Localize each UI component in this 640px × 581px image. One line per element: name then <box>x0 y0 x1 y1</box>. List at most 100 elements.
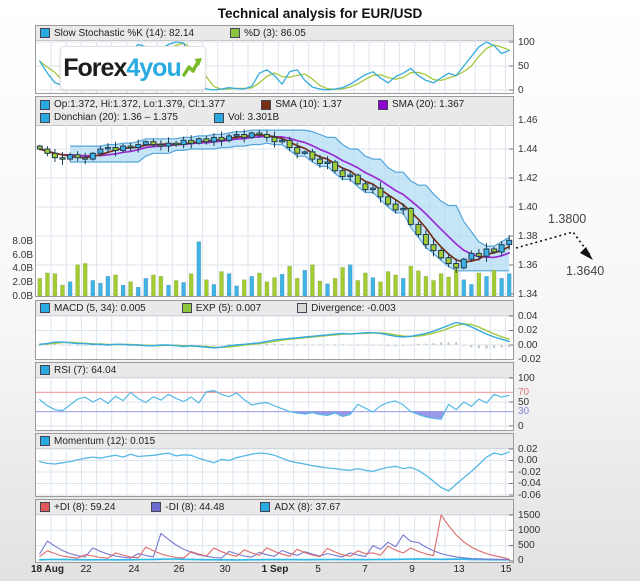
logo-text-forex: Forex <box>63 53 127 82</box>
legend-label: Momentum (12): 0.015 <box>54 435 156 447</box>
y-axis-label: 500 <box>518 540 535 552</box>
x-axis-label: 26 <box>173 564 185 575</box>
legend-swatch <box>40 112 50 123</box>
volume-axis-label: 6.0B <box>12 249 33 261</box>
y-axis-label: -0.02 <box>518 466 541 478</box>
macd-panel: MACD (5, 34): 0.005 EXP (5): 0.007 Diverge… <box>35 300 514 360</box>
y-axis-label: 1.40 <box>518 201 538 213</box>
stochastic-legend: Slow Stochastic %K (14): 82.14 %D (3): 86… <box>36 26 513 41</box>
macd-plot <box>36 315 513 359</box>
x-axis-label: 22 <box>80 564 92 575</box>
legend-swatch <box>230 28 241 38</box>
x-axis-label: 30 <box>219 564 231 575</box>
price-legend-item: SMA (10): 1.37 <box>261 99 342 110</box>
annotation-price-to: 1.3640 <box>566 264 605 278</box>
logo-text-4you: 4you <box>126 53 181 82</box>
annotation-price-from: 1.3800 <box>548 212 587 226</box>
legend-swatch <box>260 502 271 512</box>
y-axis-label: 0 <box>518 84 524 96</box>
x-axis-label: 1 Sep <box>261 564 289 575</box>
price-legend-item: Donchian (20): 1.36 – 1.375 <box>40 112 178 123</box>
y-axis-label: 100 <box>518 36 535 48</box>
annotation-arrow-icon <box>515 231 593 260</box>
y-axis-label: 0 <box>518 555 524 567</box>
legend-label: SMA (20): 1.367 <box>391 99 465 110</box>
dmi-plot <box>36 514 513 562</box>
y-axis-label: 50 <box>518 60 530 72</box>
macd-legend: MACD (5, 34): 0.005 EXP (5): 0.007 Diverge… <box>36 301 513 316</box>
y-axis-label: 0.02 <box>518 325 538 336</box>
forex4you-logo: Forex 4you <box>60 46 206 90</box>
price-legend: Op:1.372, Hi:1.372, Lo:1.379, Cl:1.377 SM… <box>36 97 513 126</box>
dmi-legend-item: -DI (8): 44.48 <box>151 502 224 513</box>
dmi-legend: +DI (8): 59.24 -DI (8): 44.48 ADX (8): 37.… <box>36 500 513 515</box>
macd-legend-item: MACD (5, 34): 0.005 <box>40 303 146 314</box>
price-legend-item: Op:1.372, Hi:1.372, Lo:1.379, Cl:1.377 <box>40 99 225 110</box>
mom-legend-item: Momentum (12): 0.015 <box>40 436 155 447</box>
dmi-adx-panel: +DI (8): 59.24 -DI (8): 44.48 ADX (8): 37.… <box>35 499 514 563</box>
y-axis-label: 70 <box>518 386 530 398</box>
legend-label: Vol: 3.301B <box>227 112 280 123</box>
rsi-panel: RSI (7): 64.04 <box>35 362 514 431</box>
volume-axis-label: 4.0B <box>12 263 33 275</box>
price-legend-row: Op:1.372, Hi:1.372, Lo:1.379, Cl:1.377 SM… <box>40 98 500 111</box>
volume-axis-label: 2.0B <box>12 276 33 288</box>
y-axis-label: -0.04 <box>518 478 541 489</box>
legend-swatch <box>40 436 50 446</box>
y-axis-label: 100 <box>518 372 535 384</box>
y-axis-label: 0.02 <box>518 443 538 455</box>
legend-swatch <box>40 28 50 38</box>
legend-label: +DI (8): 59.24 <box>54 501 116 513</box>
legend-label: Donchian (20): 1.36 – 1.375 <box>54 112 178 123</box>
rsi-legend: RSI (7): 64.04 <box>36 363 513 378</box>
x-axis-label: 13 <box>453 564 465 575</box>
price-panel: Op:1.372, Hi:1.372, Lo:1.379, Cl:1.377 SM… <box>35 96 514 297</box>
legend-label: RSI (7): 64.04 <box>54 364 117 376</box>
legend-swatch <box>261 99 272 110</box>
legend-swatch <box>213 112 224 123</box>
y-axis-label: 30 <box>518 406 530 418</box>
legend-label: EXP (5): 0.007 <box>195 302 262 314</box>
volume-axis-label: 0.0B <box>12 290 33 302</box>
legend-label: -DI (8): 44.48 <box>165 501 225 513</box>
y-axis-label: 50 <box>518 396 530 408</box>
legend-swatch <box>297 303 308 313</box>
stoch-legend-item: Slow Stochastic %K (14): 82.14 <box>40 28 194 39</box>
price-legend-item: Vol: 3.301B <box>213 112 280 123</box>
legend-label: Op:1.372, Hi:1.372, Lo:1.379, Cl:1.377 <box>54 99 226 110</box>
price-legend-row: Donchian (20): 1.36 – 1.375 Vol: 3.301B <box>40 111 315 124</box>
rsi-legend-item: RSI (7): 64.04 <box>40 365 116 376</box>
y-axis-label: 1.38 <box>518 230 538 242</box>
y-axis-label: 1000 <box>518 524 541 536</box>
x-axis-label: 5 <box>315 564 321 575</box>
x-axis-label: 24 <box>128 564 140 575</box>
momentum-panel: Momentum (12): 0.015 <box>35 433 514 497</box>
dmi-legend-item: +DI (8): 59.24 <box>40 502 115 513</box>
x-axis-label: 9 <box>409 564 415 575</box>
legend-swatch <box>40 365 50 375</box>
legend-swatch <box>40 303 50 313</box>
legend-label: SMA (10): 1.37 <box>275 99 342 110</box>
macd-legend-item: Divergence: -0.003 <box>297 303 396 314</box>
legend-label: MACD (5, 34): 0.005 <box>54 302 146 314</box>
y-axis-label: -0.06 <box>518 489 541 501</box>
price-legend-item: SMA (20): 1.367 <box>377 99 465 110</box>
price-plot <box>36 125 513 296</box>
x-axis-label: 15 <box>500 564 512 575</box>
legend-label: Divergence: -0.003 <box>311 302 396 314</box>
y-axis-label: 1500 <box>518 509 541 521</box>
logo-arrow-icon <box>182 58 202 77</box>
legend-swatch <box>151 502 162 512</box>
y-axis-label: 1.36 <box>518 259 538 271</box>
legend-label: ADX (8): 37.67 <box>274 501 341 513</box>
legend-label: %D (3): 86.05 <box>244 27 306 39</box>
volume-axis-label: 8.0B <box>12 236 33 248</box>
y-axis-label: 0.00 <box>518 339 538 351</box>
stoch-legend-item: %D (3): 86.05 <box>230 28 306 39</box>
y-axis-label: 0.04 <box>518 310 538 322</box>
x-axis-label: 18 Aug <box>31 564 64 575</box>
y-axis-label: 1.46 <box>518 114 538 126</box>
rsi-plot <box>36 377 513 430</box>
page-title: Technical analysis for EUR/USD <box>217 6 423 21</box>
